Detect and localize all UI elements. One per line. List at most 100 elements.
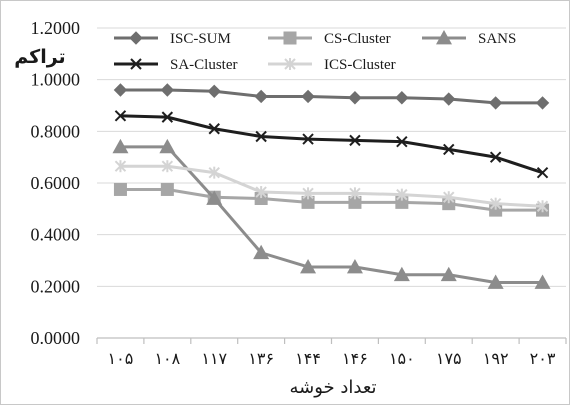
x-axis-label: تعداد خوشه — [289, 377, 376, 398]
x-tick-label: ۱۴۶ — [342, 349, 368, 368]
data-point-sans — [487, 274, 504, 289]
data-point-ics-cluster — [536, 200, 549, 213]
diamond-marker — [348, 91, 362, 105]
data-point-ics-cluster — [349, 187, 361, 200]
data-point-isc-sum — [254, 89, 268, 104]
data-point-ics-cluster — [302, 187, 314, 200]
data-point-isc-sum — [488, 96, 503, 110]
x-marker-stroke — [161, 111, 174, 123]
triangle-marker — [487, 274, 504, 289]
legend-label: ISC-SUM — [170, 31, 231, 47]
data-point-cs-cluster — [113, 182, 127, 196]
data-point-sa-cluster — [443, 143, 455, 156]
x-tick-label: ۱۰۸ — [154, 349, 180, 368]
data-point-isc-sum — [535, 96, 550, 110]
series-layer — [112, 83, 551, 289]
data-point-ics-cluster — [396, 188, 408, 201]
triangle-marker — [253, 244, 270, 260]
legend-item-sans: SANS — [422, 30, 516, 47]
data-point-sa-cluster — [255, 130, 267, 143]
data-point-cs-cluster — [160, 182, 174, 196]
x-marker-stroke — [114, 110, 127, 122]
x-tick-label: ۱۱۷ — [201, 349, 227, 368]
legend-label: SANS — [478, 31, 516, 47]
data-point-sa-cluster — [114, 110, 127, 122]
data-point-cs-cluster — [301, 195, 315, 209]
data-point-sa-cluster — [489, 151, 502, 163]
legend-item-isc-sum: ISC-SUM — [114, 31, 231, 47]
legend-item-sa-cluster: SA-Cluster — [114, 57, 238, 73]
series-sa-cluster — [114, 110, 549, 179]
y-tick-label: 1.2000 — [31, 18, 81, 38]
data-point-sans — [534, 274, 551, 289]
data-point-ics-cluster — [255, 186, 267, 199]
y-tick-label: 0.8000 — [31, 121, 81, 141]
axes: 0.0000 0.2000 0.4000 0.6000 0.8000 1.0000 1.20… — [31, 18, 567, 368]
series-line-sans — [120, 145, 543, 284]
data-point-isc-sum — [442, 92, 456, 106]
diamond-marker — [160, 83, 175, 97]
diamond-marker — [488, 96, 503, 110]
legend-item-ics-cluster: ICS-Cluster — [268, 57, 396, 73]
legend-item-cs-cluster: CS-Cluster — [268, 31, 391, 47]
data-point-ics-cluster — [489, 197, 502, 210]
series-ics-cluster — [114, 160, 549, 213]
data-point-isc-sum — [207, 84, 221, 98]
triangle-marker — [346, 258, 363, 274]
triangle-marker — [159, 138, 176, 154]
x-marker-stroke — [208, 123, 220, 135]
legend-label: CS-Cluster — [324, 31, 391, 47]
triangle-marker — [440, 266, 457, 282]
triangle-marker — [112, 138, 129, 154]
data-point-ics-cluster — [114, 160, 127, 173]
square-marker — [113, 182, 127, 196]
x-tick-label: ۱۷۵ — [436, 349, 462, 368]
square-marker — [283, 31, 297, 45]
x-tick-label: ۲۰۳ — [530, 349, 556, 368]
data-point-sa-cluster — [208, 123, 220, 135]
diamond-marker — [254, 89, 268, 104]
triangle-marker — [436, 30, 452, 45]
x-tick-label: ۱۹۲ — [483, 349, 509, 368]
data-point-sans — [440, 266, 457, 282]
data-point-sans — [346, 258, 363, 274]
legend: ISC-SUM CS-Cluster SANS SA-Cluster ICS-Clust… — [114, 30, 516, 73]
diamond-marker — [129, 31, 143, 45]
data-point-sans — [112, 138, 129, 154]
data-point-isc-sum — [301, 89, 315, 104]
data-point-sans — [300, 258, 317, 274]
x-tick-label: ۱۰۵ — [108, 349, 134, 368]
data-point-sa-cluster — [349, 134, 361, 147]
series-isc-sum — [113, 83, 550, 110]
x-marker-stroke — [489, 151, 502, 163]
x-tick-label: ۱۳۶ — [248, 349, 274, 368]
triangle-marker — [534, 274, 551, 289]
x-marker-stroke — [536, 166, 549, 179]
data-point-isc-sum — [113, 83, 128, 97]
series-sans — [112, 138, 551, 289]
x-marker-stroke — [396, 135, 408, 148]
y-tick-label: 0.4000 — [31, 225, 81, 245]
triangle-marker — [393, 266, 410, 282]
gridlines — [97, 27, 566, 287]
y-axis-label: تراکم — [14, 46, 65, 68]
data-point-isc-sum — [160, 83, 175, 97]
x-tick-label: ۱۵۰ — [389, 349, 415, 368]
y-tick-label: 0.6000 — [31, 173, 81, 193]
x-marker-stroke — [302, 133, 314, 145]
y-tick-label: 0.2000 — [31, 276, 81, 296]
x-marker-stroke — [443, 143, 455, 156]
data-point-ics-cluster — [443, 191, 455, 204]
triangle-marker — [206, 190, 223, 205]
triangle-marker — [300, 258, 317, 274]
square-marker — [160, 182, 174, 196]
data-point-sans — [393, 266, 410, 282]
legend-marker — [129, 31, 143, 45]
data-point-sa-cluster — [302, 133, 314, 145]
x-tick-label: ۱۴۴ — [295, 349, 321, 368]
legend-label: SA-Cluster — [170, 57, 238, 73]
data-point-ics-cluster — [208, 166, 220, 179]
diamond-marker — [535, 96, 550, 110]
series-line-ics-cluster — [120, 164, 543, 208]
data-point-sa-cluster — [161, 111, 174, 123]
